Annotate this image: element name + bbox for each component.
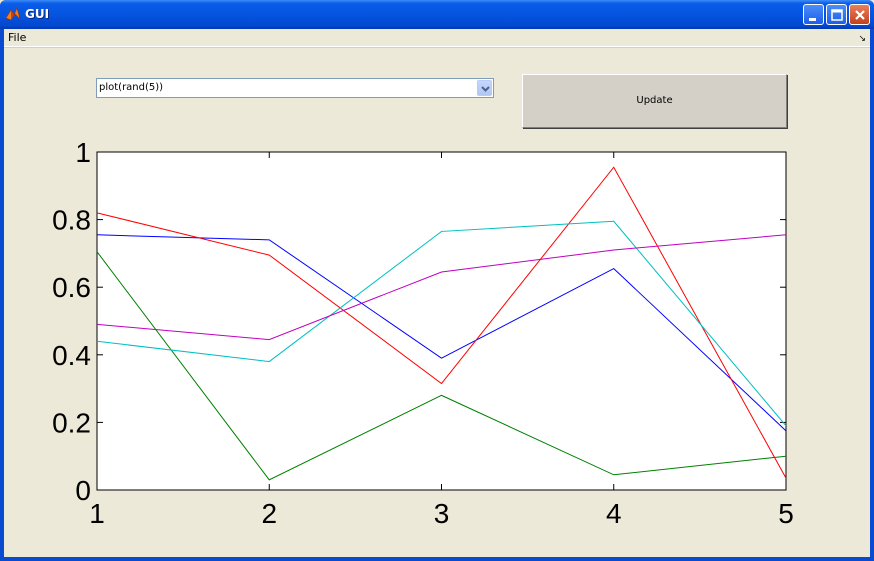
menubar-dock-arrow-icon[interactable]: ↘: [858, 33, 866, 43]
x-tick-label: 1: [89, 498, 105, 529]
y-tick-label: 0.2: [52, 407, 91, 438]
series-line-4: [96, 220, 787, 427]
y-tick-label: 0.4: [52, 340, 91, 371]
maximize-button[interactable]: [826, 4, 847, 25]
close-button[interactable]: [849, 4, 870, 25]
maximize-icon: [831, 9, 843, 21]
minimize-button[interactable]: [803, 4, 824, 25]
chevron-down-icon: [481, 86, 490, 92]
x-tick-label: 5: [778, 498, 794, 529]
series-line-1: [96, 234, 787, 432]
plot-selector-value: plot(rand(5)): [99, 82, 164, 93]
update-button-label: Update: [636, 95, 673, 106]
y-tick-label: 1: [75, 137, 91, 168]
plot-area: [96, 151, 787, 491]
series-line-3: [96, 166, 787, 479]
minimize-icon: [809, 18, 816, 21]
x-tick-label: 2: [261, 498, 277, 529]
dropdown-arrow-button[interactable]: [477, 80, 492, 96]
plot-selector-dropdown[interactable]: plot(rand(5)): [96, 78, 494, 98]
series-line-2: [96, 251, 787, 481]
matlab-icon: [5, 6, 21, 22]
x-tick-label: 3: [434, 498, 450, 529]
y-tick-label: 0: [75, 475, 91, 506]
menu-file[interactable]: File: [8, 31, 27, 44]
close-icon: [855, 10, 865, 20]
x-tick-label: 4: [606, 498, 622, 529]
y-tick-label: 0.6: [52, 272, 91, 303]
update-button[interactable]: Update: [522, 74, 787, 128]
menu-bar: File ↘: [4, 29, 870, 47]
window-title: GUI: [25, 7, 50, 21]
series-line-5: [96, 234, 787, 341]
title-bar[interactable]: GUI: [0, 0, 874, 29]
y-tick-label: 0.8: [52, 205, 91, 236]
